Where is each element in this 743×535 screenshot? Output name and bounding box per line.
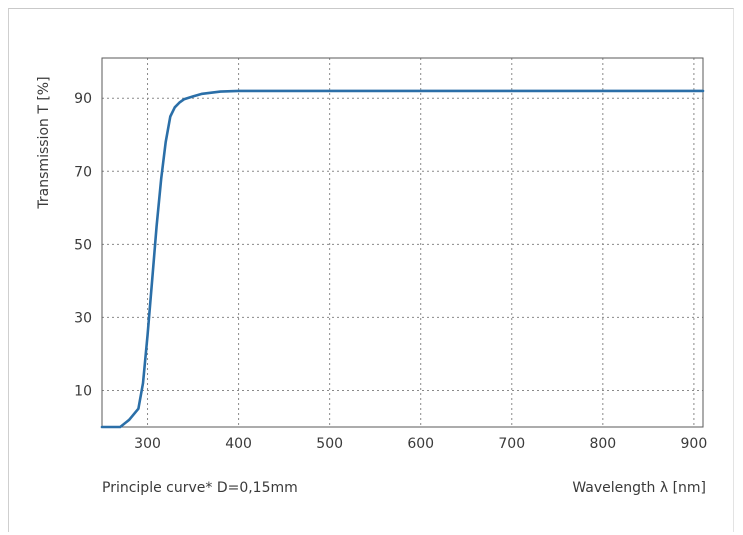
y-tick-label-10: 10 [74,383,92,399]
x-tick-label-700: 700 [498,436,525,452]
chart-panel [8,8,734,532]
x-axis-label: Wavelength λ [nm] [572,480,706,496]
curve-note: Principle curve* D=0,15mm [102,480,298,496]
x-tick-label-300: 300 [134,436,161,452]
x-tick-label-600: 600 [407,436,434,452]
y-tick-label-70: 70 [74,164,92,180]
y-tick-label-30: 30 [74,310,92,326]
y-tick-labels: 10 30 50 70 90 [74,91,92,399]
x-tick-label-400: 400 [225,436,252,452]
y-tick-label-50: 50 [74,237,92,253]
x-tick-labels: 300 400 500 600 700 800 900 [134,436,707,452]
x-tick-label-900: 900 [681,436,708,452]
grid-lines [102,58,703,427]
x-tick-label-500: 500 [316,436,343,452]
x-tick-label-800: 800 [589,436,616,452]
y-axis-label: Transmission T [%] [36,76,52,209]
transmission-curve [100,89,705,429]
y-tick-label-90: 90 [74,91,92,107]
plot-area [101,57,704,428]
